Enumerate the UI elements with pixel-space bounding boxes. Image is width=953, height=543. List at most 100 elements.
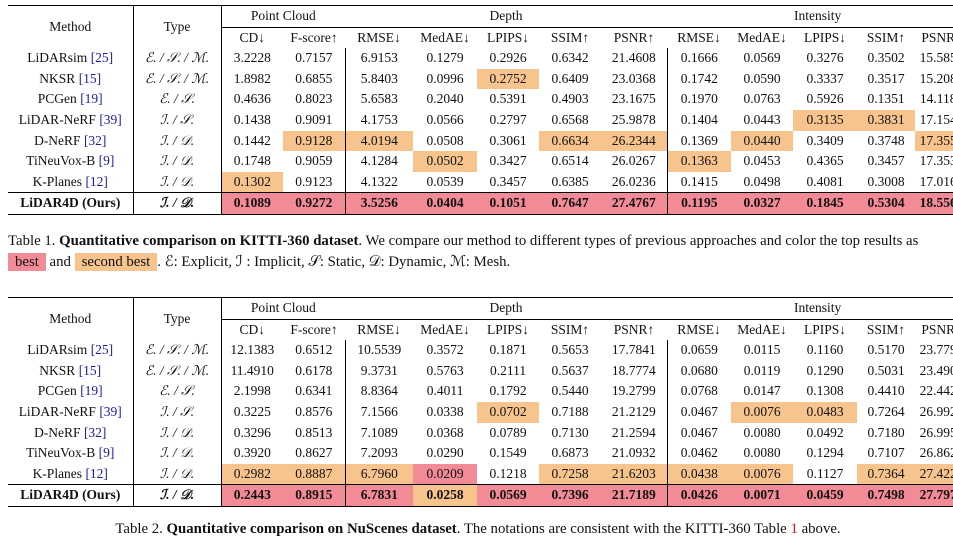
value-cell: 0.0702 bbox=[477, 401, 540, 423]
metric-header: MedAE↓ bbox=[420, 321, 470, 337]
method-name: K-Planes bbox=[32, 465, 83, 481]
citation-link[interactable]: [19] bbox=[80, 383, 103, 399]
value-cell: 0.0569 bbox=[743, 50, 781, 66]
value-cell: 0.0290 bbox=[426, 445, 464, 461]
value-cell: 0.6178 bbox=[283, 360, 346, 382]
method-name: LiDARsim bbox=[27, 50, 88, 66]
value-cell: 0.7130 bbox=[551, 424, 589, 440]
metric-header: PSNR↑ bbox=[613, 29, 655, 45]
citation-link[interactable]: [25] bbox=[90, 50, 114, 66]
type-cell: ℐ. / 𝒟. bbox=[133, 463, 222, 485]
caption-text: . We compare our method to different typ… bbox=[358, 233, 919, 249]
value-cell: 0.6342 bbox=[551, 50, 589, 66]
value-cell: 0.4081 bbox=[806, 173, 844, 189]
method-header: Method bbox=[8, 5, 134, 49]
value-cell: 0.4636 bbox=[233, 91, 271, 107]
value-cell: 0.1415 bbox=[680, 173, 718, 189]
citation-link[interactable]: [39] bbox=[99, 403, 122, 419]
kitti360-table: Method Type Point Cloud Depth Intensity … bbox=[8, 5, 953, 215]
value-cell: 17.0167 bbox=[919, 173, 953, 189]
value-cell: 0.0071 bbox=[731, 484, 794, 507]
method-name: LiDAR-NeRF bbox=[18, 403, 96, 419]
value-cell: 0.3920 bbox=[233, 445, 271, 461]
value-cell: 0.7498 bbox=[857, 484, 916, 507]
citation-link[interactable]: [25] bbox=[90, 342, 114, 358]
table-row: D-NeRF [32] ℐ. / 𝒟. 0.1442 0.9128 4.0194 0.05… bbox=[8, 130, 953, 152]
value-cell: 12.1383 bbox=[230, 342, 275, 358]
value-cell: 0.3427 bbox=[489, 153, 527, 169]
value-cell: 27.7977 bbox=[915, 484, 953, 507]
metric-header: RMSE↓ bbox=[357, 29, 401, 45]
value-cell: 0.0338 bbox=[426, 403, 464, 419]
method-name: D-NeRF bbox=[34, 132, 81, 148]
citation-link[interactable]: [32] bbox=[83, 424, 107, 440]
value-cell: 0.1279 bbox=[426, 50, 464, 66]
value-cell: 0.0763 bbox=[743, 91, 781, 107]
value-cell: 4.1753 bbox=[360, 111, 398, 127]
metric-header: F-score↑ bbox=[290, 29, 338, 45]
type-cell: ℰ. / 𝒮. / ℳ. bbox=[133, 340, 222, 361]
value-cell: 0.8513 bbox=[283, 422, 346, 444]
method-cell: K-Planes [12] bbox=[8, 171, 134, 193]
method-cell: LiDAR-NeRF [39] bbox=[8, 401, 134, 423]
value-cell: 14.1181 bbox=[919, 91, 953, 107]
citation-link[interactable]: [15] bbox=[78, 70, 102, 86]
table-row: LiDAR4D (Ours) ℐ. / 𝒟. 0.1089 0.9272 3.5256 0… bbox=[8, 192, 953, 215]
value-cell: 0.3008 bbox=[867, 173, 905, 189]
value-cell: 0.5304 bbox=[857, 192, 916, 215]
nuscenes-table: Method Type Point Cloud Depth Intensity … bbox=[8, 297, 953, 507]
citation-link[interactable]: [19] bbox=[80, 91, 103, 107]
metric-header: PSNR↑ bbox=[921, 29, 953, 45]
value-cell: 0.1089 bbox=[221, 192, 283, 215]
citation-link[interactable]: [15] bbox=[78, 362, 102, 378]
citation-link[interactable]: [39] bbox=[99, 111, 122, 127]
method-name: TiNeuVox-B bbox=[26, 445, 96, 461]
caption-title: Quantitative comparison on KITTI-360 dat… bbox=[59, 233, 359, 249]
table-row: LiDAR4D (Ours) ℐ. / 𝒟. 0.2443 0.8915 6.7831 0… bbox=[8, 484, 953, 507]
value-cell: 0.3831 bbox=[857, 109, 916, 131]
value-cell: 0.2040 bbox=[426, 91, 464, 107]
method-cell: LiDAR4D (Ours) bbox=[8, 192, 134, 215]
value-cell: 0.0209 bbox=[413, 463, 478, 485]
value-cell: 0.0539 bbox=[426, 173, 464, 189]
method-cell: NKSR [15] bbox=[8, 68, 134, 90]
value-cell: 0.1218 bbox=[489, 465, 527, 481]
value-cell: 5.6583 bbox=[360, 91, 398, 107]
value-cell: 0.0483 bbox=[793, 401, 858, 423]
citation-link[interactable]: [12] bbox=[85, 173, 108, 189]
value-cell: 0.0438 bbox=[667, 463, 732, 485]
citation-link[interactable]: [9] bbox=[98, 153, 115, 169]
value-cell: 0.4903 bbox=[551, 91, 589, 107]
method-cell: K-Planes [12] bbox=[8, 463, 134, 485]
value-cell: 0.1369 bbox=[680, 132, 718, 148]
method-cell: D-NeRF [32] bbox=[8, 422, 134, 444]
method-name: LiDARsim bbox=[27, 342, 88, 358]
value-cell: 0.7396 bbox=[539, 484, 602, 507]
value-cell: 0.1302 bbox=[221, 171, 283, 193]
method-name: D-NeRF bbox=[34, 424, 81, 440]
value-cell: 2.1998 bbox=[233, 383, 271, 399]
value-cell: 0.0327 bbox=[731, 192, 794, 215]
value-cell: 19.2799 bbox=[601, 381, 668, 402]
citation-link[interactable]: [12] bbox=[85, 465, 108, 481]
type-cell: ℐ. / 𝒟. bbox=[133, 443, 222, 464]
value-cell: 0.0119 bbox=[743, 362, 781, 378]
value-cell: 0.7180 bbox=[867, 424, 905, 440]
citation-link[interactable]: [32] bbox=[83, 132, 107, 148]
caption-text-end: above. bbox=[801, 521, 841, 537]
citation-link[interactable]: [9] bbox=[98, 445, 115, 461]
value-cell: 0.6385 bbox=[551, 173, 589, 189]
method-cell: LiDARsim [25] bbox=[8, 48, 134, 69]
value-cell: 6.7960 bbox=[345, 463, 414, 485]
table-row: LiDARsim [25] ℰ. / 𝒮. / ℳ. 3.2228 0.7157 6.9… bbox=[8, 48, 953, 69]
table-reference-link[interactable]: 1 bbox=[790, 521, 798, 537]
table-row: NKSR [15] ℰ. / 𝒮. / ℳ. 11.4910 0.6178 9.3731… bbox=[8, 360, 953, 382]
value-cell: 0.0115 bbox=[743, 342, 781, 358]
value-cell: 0.0566 bbox=[426, 111, 464, 127]
value-cell: 0.0459 bbox=[793, 484, 858, 507]
value-cell: 0.7107 bbox=[867, 445, 905, 461]
type-cell: ℰ. / 𝒮. bbox=[133, 89, 222, 110]
type-cell: ℰ. / 𝒮. bbox=[133, 381, 222, 402]
value-cell: 0.1351 bbox=[867, 91, 905, 107]
value-cell: 18.5561 bbox=[915, 192, 953, 215]
